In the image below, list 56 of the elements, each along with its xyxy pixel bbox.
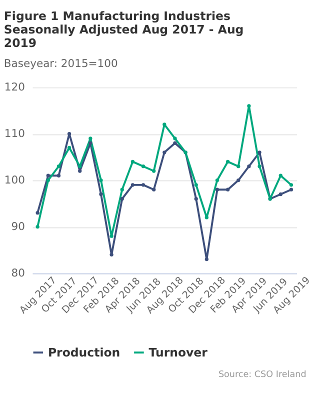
- point: [215, 178, 220, 182]
- point: [194, 183, 198, 187]
- point: [88, 141, 92, 145]
- point: [99, 192, 103, 196]
- point: [247, 104, 251, 108]
- point: [141, 183, 146, 187]
- point: [258, 150, 262, 154]
- point: [173, 141, 177, 145]
- point: [194, 197, 198, 201]
- point: [278, 174, 282, 178]
- point: [204, 216, 209, 220]
- point: [130, 160, 135, 164]
- point: [141, 164, 146, 168]
- point: [162, 150, 166, 154]
- point: [78, 169, 82, 173]
- point: [130, 183, 135, 187]
- point: [236, 164, 240, 168]
- point: [120, 188, 124, 192]
- point: [56, 164, 61, 168]
- point: [215, 188, 220, 192]
- point: [67, 146, 72, 150]
- chart-title: Figure 1 Manufacturing Industries Seasonally Adjusted Aug 2017 - Aug 2019: [4, 8, 244, 50]
- point: [226, 160, 230, 164]
- point: [289, 188, 294, 192]
- y-tick-label: 90: [11, 220, 26, 234]
- point: [120, 197, 124, 201]
- point: [152, 169, 156, 173]
- y-tick-label: 100: [4, 174, 26, 187]
- legend-label: Turnover: [148, 345, 208, 360]
- point: [46, 178, 50, 182]
- point: [278, 192, 282, 196]
- point: [78, 164, 82, 168]
- point: [46, 174, 50, 178]
- point: [247, 164, 251, 168]
- chart-subtitle: Baseyear: 2015=100: [4, 56, 118, 70]
- point: [258, 164, 262, 168]
- point: [36, 224, 40, 229]
- point: [173, 136, 177, 140]
- source-note: Source: CSO Ireland: [218, 370, 306, 380]
- point: [99, 178, 103, 182]
- point: [36, 211, 40, 215]
- y-tick-label: 80: [11, 266, 26, 280]
- point: [110, 234, 114, 238]
- point: [110, 252, 114, 256]
- point: [204, 257, 209, 262]
- point: [56, 174, 61, 178]
- point: [226, 188, 230, 192]
- y-tick-label: 110: [4, 127, 26, 140]
- point: [289, 183, 294, 187]
- y-tick-label: 120: [4, 80, 26, 94]
- point: [152, 188, 156, 192]
- point: [67, 132, 72, 136]
- point: [162, 122, 166, 126]
- legend-label: Production: [48, 345, 120, 360]
- point: [88, 136, 92, 140]
- point: [236, 178, 240, 182]
